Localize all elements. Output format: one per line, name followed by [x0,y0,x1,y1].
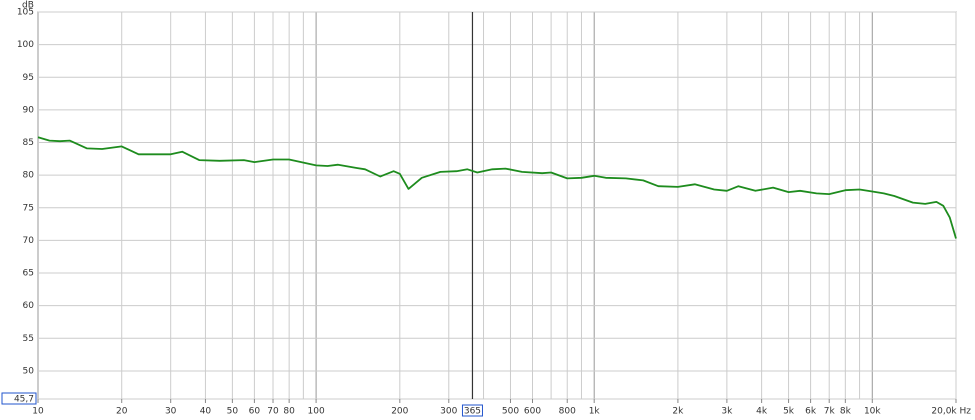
y-tick-label: 80 [23,171,35,181]
x-tick-label: 70 [267,407,279,417]
y-tick-label: 85 [23,138,34,148]
y-tick-label: 95 [23,73,34,83]
y-unit: dB [22,1,34,11]
y-tick-label: 100 [17,40,34,50]
plot-area [37,11,957,400]
x-tick-label: 200 [391,407,408,417]
x-tick-label: 40 [200,407,212,417]
y-tick-label: 75 [23,203,34,213]
y-tick-label: 60 [23,301,35,311]
y-tick-label: 90 [23,105,35,115]
x-tick-label: 3k [721,407,733,417]
x-tick-label: 5k [783,407,795,417]
response-curve [37,136,957,239]
x-tick-label: 4k [756,407,768,417]
x-tick-label: 100 [308,407,325,417]
y-tick-label: 105 [17,8,34,18]
x-tick-label: 600 [524,407,541,417]
x-tick-label: 800 [559,407,576,417]
y-tick-label: 70 [23,236,35,246]
x-tick-label: 1k [589,407,601,417]
x-tick-label: 300 [440,407,457,417]
y-tick-label: 65 [23,269,34,279]
x-tick-label: 30 [165,407,177,417]
x-tick-label: 2k [672,407,684,417]
x-tick-label: 50 [227,407,239,417]
y-tick-label: 50 [23,366,35,376]
x-tick-label: 500 [502,407,519,417]
y-tick-label: 45,7 [14,395,34,405]
x-tick-label: 10k [864,407,881,417]
x-tick-label: 20 [116,407,128,417]
cursor-box [461,404,483,417]
x-tick-label: 10 [32,407,44,417]
x-tick-label: 7k [824,407,836,417]
y-tick-label: 55 [23,334,34,344]
x-tick-label: 20,0k Hz [931,407,971,417]
x-tick-label: 80 [283,407,295,417]
y-label-box [1,392,37,405]
x-tick-label: 60 [249,407,261,417]
x-tick-label: 6k [805,407,817,417]
cursor-label: 365 [464,407,481,417]
x-tick-label: 8k [840,407,852,417]
